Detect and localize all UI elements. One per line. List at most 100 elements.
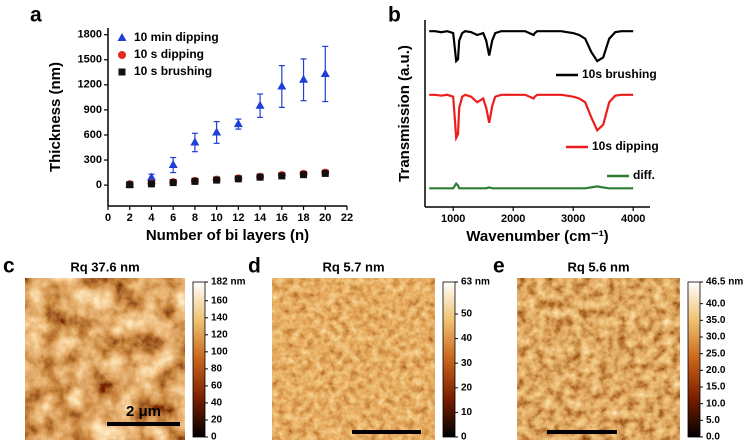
- legend-label: 10 min dipping: [134, 30, 219, 44]
- legend-label: diff.: [633, 168, 655, 182]
- colorbar-tick-label: 15.0: [706, 382, 726, 393]
- image-title: Rq 37.6 nm: [70, 259, 139, 274]
- colorbar-tick-label: 35.0: [706, 315, 726, 326]
- colorbar: [442, 281, 456, 438]
- marker: [212, 127, 222, 136]
- colorbar-tick-label: 0: [461, 432, 467, 443]
- y-tick-label: 0: [96, 179, 102, 191]
- colorbar-tick-label: 120: [211, 329, 228, 340]
- colorbar-tick-label: 100: [211, 346, 228, 357]
- colorbar-tick-label: 20.0: [706, 365, 726, 376]
- marker: [213, 176, 221, 184]
- x-tick-label: 0: [105, 212, 111, 224]
- legend-label: 10s dipping: [592, 139, 659, 153]
- colorbar-tick-label: 40: [461, 333, 473, 344]
- x-tick-label: 12: [232, 212, 244, 224]
- colorbar-tick-label: 80: [211, 364, 223, 375]
- x-tick-label: 10: [211, 212, 223, 224]
- marker: [168, 160, 178, 169]
- x-tick-label: 18: [297, 212, 309, 224]
- x-tick-label: 8: [192, 212, 198, 224]
- x-axis-label: Number of bi layers (n): [146, 227, 309, 244]
- x-tick-label: 22: [341, 212, 353, 224]
- scale-bar-label: 2 μm: [126, 403, 161, 420]
- colorbar-tick-label: 20: [211, 415, 223, 426]
- marker: [299, 74, 309, 83]
- colorbar-tick-label: 0: [211, 432, 217, 443]
- marker: [117, 33, 127, 41]
- y-tick-label: 1500: [78, 54, 102, 66]
- panel-label: c: [3, 255, 15, 278]
- colorbar-tick-label: 182 nm: [211, 277, 246, 288]
- colorbar-tick-label: 140: [211, 312, 228, 323]
- x-tick-label: 2: [127, 212, 133, 224]
- colorbar-tick-label: 10: [461, 407, 473, 418]
- marker: [146, 172, 156, 181]
- y-tick-label: 1200: [78, 79, 102, 91]
- colorbar: [192, 281, 206, 438]
- legend-label: 10 s brushing: [134, 64, 212, 78]
- x-tick-label: 3000: [561, 213, 585, 225]
- legend-label: 10s brushing: [582, 67, 657, 81]
- colorbar-tick-label: 30: [461, 358, 473, 369]
- legend-label: 10 s dipping: [134, 47, 204, 61]
- marker: [320, 68, 330, 77]
- y-tick-label: 1800: [78, 29, 102, 41]
- panel-label: e: [493, 255, 505, 278]
- colorbar-tick-label: 50: [461, 309, 473, 320]
- marker: [169, 179, 177, 187]
- marker: [234, 175, 242, 183]
- colorbar-tick-label: 46.5 nm: [706, 277, 743, 288]
- spectrum-line: [429, 181, 634, 190]
- x-tick-label: 14: [254, 212, 267, 224]
- colorbar-tick-label: 63 nm: [461, 277, 490, 288]
- y-axis-label: Thickness (nm): [47, 62, 64, 172]
- marker: [190, 137, 200, 146]
- marker: [256, 173, 264, 181]
- panel-label: d: [248, 255, 261, 278]
- x-tick-label: 4000: [621, 213, 645, 225]
- afm-image: [25, 278, 185, 440]
- colorbar-tick-label: 20: [461, 382, 473, 393]
- panel-label: a: [30, 4, 42, 27]
- marker: [255, 100, 265, 109]
- colorbar-tick-label: 160: [211, 295, 228, 306]
- x-tick-label: 20: [319, 212, 331, 224]
- spectrum-line: [429, 30, 634, 64]
- colorbar: [687, 281, 701, 438]
- image-title: Rq 5.7 nm: [322, 259, 384, 274]
- marker: [300, 171, 308, 179]
- colorbar-tick-label: 25.0: [706, 348, 726, 359]
- x-tick-label: 1000: [441, 213, 465, 225]
- marker: [118, 51, 126, 59]
- panel-label: b: [388, 4, 401, 27]
- marker: [321, 169, 329, 177]
- afm-image: [272, 278, 435, 440]
- y-tick-label: 300: [84, 154, 102, 166]
- marker: [277, 81, 287, 90]
- colorbar-tick-label: 10.0: [706, 398, 726, 409]
- marker: [126, 181, 134, 189]
- colorbar-tick-label: 40.0: [706, 298, 726, 309]
- colorbar-tick-label: 30.0: [706, 332, 726, 343]
- marker: [191, 177, 199, 185]
- image-title: Rq 5.6 nm: [567, 259, 629, 274]
- x-tick-label: 6: [170, 212, 176, 224]
- y-tick-label: 600: [84, 129, 102, 141]
- colorbar-tick-label: 60: [211, 381, 223, 392]
- x-axis-label: Wavenumber (cm⁻¹): [466, 228, 608, 245]
- x-tick-label: 16: [276, 212, 288, 224]
- colorbar-tick-label: 5.0: [706, 415, 720, 426]
- marker: [233, 119, 243, 128]
- spectrum-line: [429, 93, 634, 142]
- y-tick-label: 900: [84, 104, 102, 116]
- x-tick-label: 2000: [501, 213, 525, 225]
- marker: [118, 68, 126, 76]
- colorbar-tick-label: 0.0: [706, 432, 720, 443]
- marker: [278, 172, 286, 180]
- afm-image: [517, 278, 680, 440]
- colorbar-tick-label: 40: [211, 398, 223, 409]
- y-axis-label: Transmission (a.u.): [396, 45, 413, 182]
- marker: [147, 180, 155, 188]
